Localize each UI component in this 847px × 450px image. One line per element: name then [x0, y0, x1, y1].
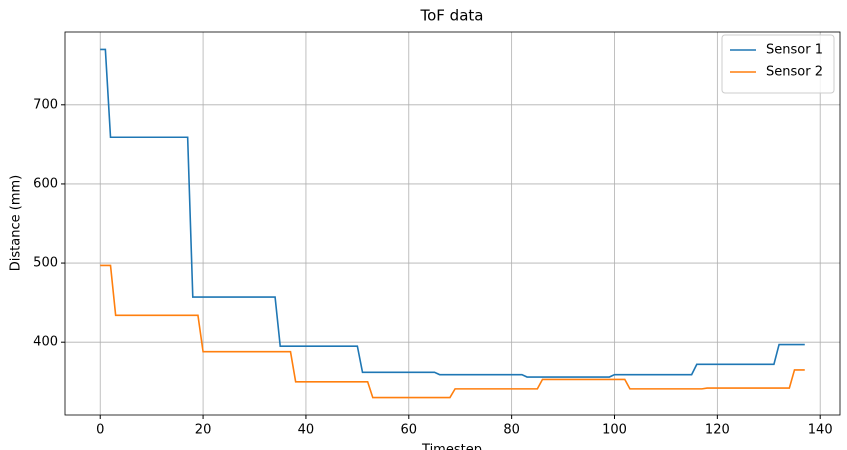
- plot-frame: [64, 31, 841, 416]
- chart-title: ToF data: [420, 7, 484, 25]
- y-tick-label: 700: [33, 97, 58, 112]
- x-tick-label: 0: [96, 423, 104, 438]
- x-tick-label: 100: [602, 423, 627, 438]
- x-tick-label: 60: [401, 423, 418, 438]
- x-tick-label: 80: [503, 423, 520, 438]
- x-tick-label: 20: [195, 423, 212, 438]
- x-axis-label: Timestep: [421, 443, 482, 450]
- legend-label: Sensor 2: [766, 65, 823, 80]
- data-line: [100, 264, 805, 399]
- data-line: [100, 48, 805, 378]
- y-axis-label: Distance (mm): [9, 175, 24, 271]
- y-tick-label: 600: [33, 176, 58, 191]
- x-tick-label: 120: [705, 423, 730, 438]
- y-tick-label: 400: [33, 335, 58, 350]
- x-tick-label: 40: [298, 423, 315, 438]
- x-tick-label: 140: [808, 423, 833, 438]
- y-tick-label: 500: [33, 256, 58, 271]
- legend-label: Sensor 1: [766, 43, 823, 58]
